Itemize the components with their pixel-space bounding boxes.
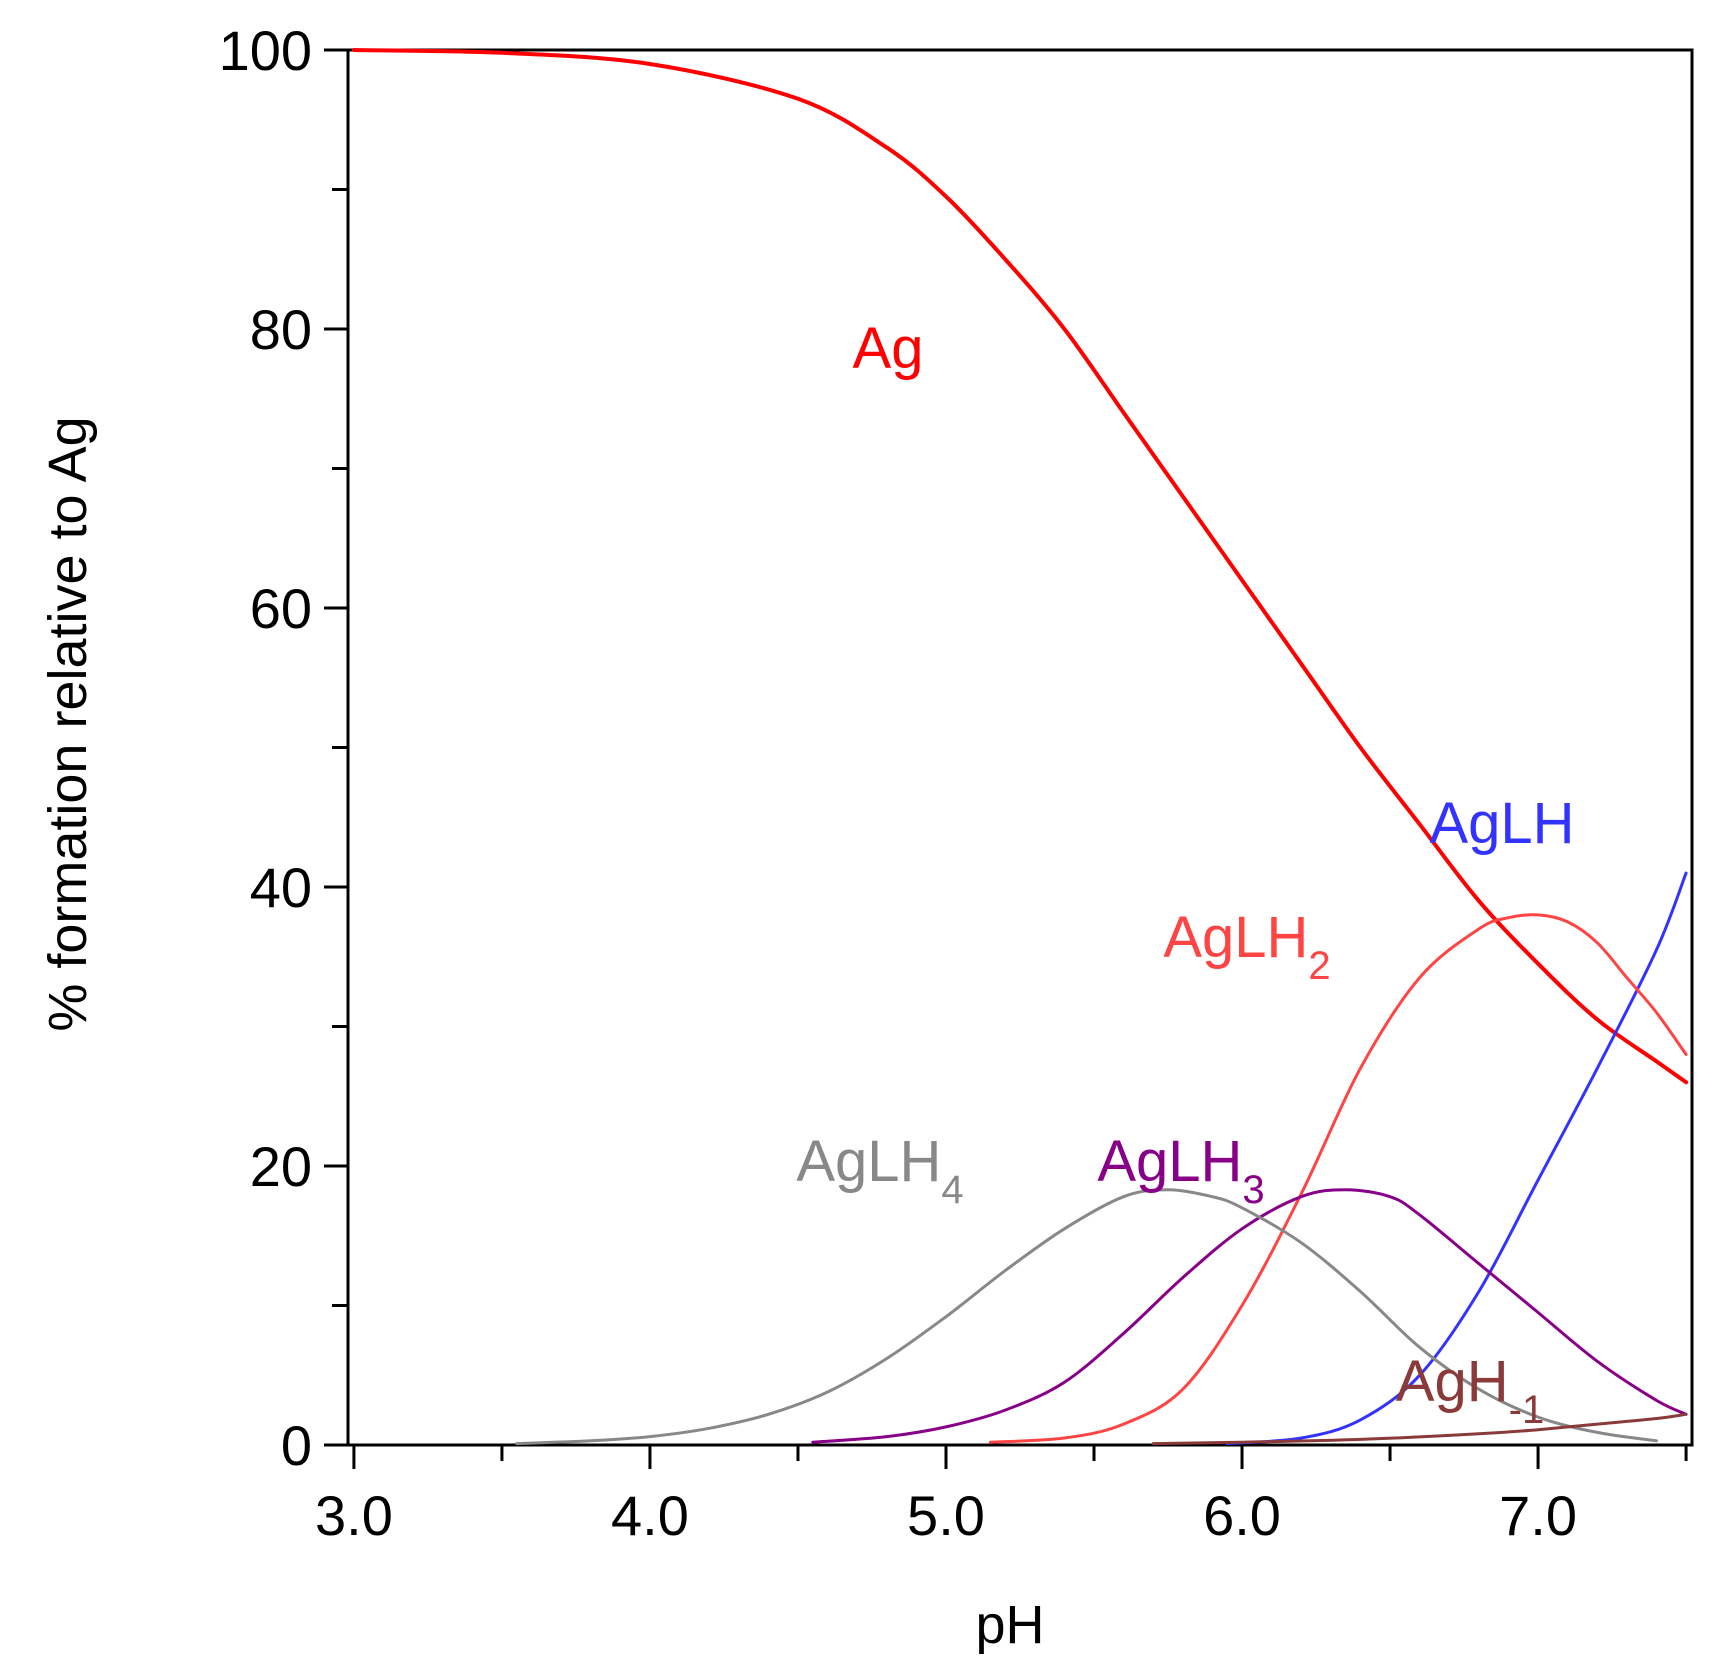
- series-label-subscript: 2: [1308, 944, 1330, 988]
- x-axis-title: pH: [975, 1595, 1044, 1655]
- series-label-main: AgLH: [1163, 905, 1308, 970]
- y-tick-label: 40: [250, 856, 312, 919]
- series-label-main: Ag: [853, 316, 924, 381]
- series-label-agh-1: AgH-1: [1396, 1349, 1544, 1432]
- y-tick-label: 20: [250, 1135, 312, 1198]
- series-line-aglh4: [515, 1188, 1658, 1446]
- series-line-agh-1: [1151, 1412, 1688, 1446]
- series-label-subscript: 3: [1242, 1168, 1264, 1212]
- x-tick-label: 3.0: [315, 1484, 393, 1547]
- series-label-aglh: AgLH: [1429, 791, 1574, 856]
- series-label-main: AgH: [1396, 1349, 1509, 1414]
- series-label-main: AgLH: [796, 1129, 941, 1194]
- y-axis: 0 20 40 60 80 100: [219, 19, 348, 1477]
- x-tick-label: 5.0: [907, 1484, 985, 1547]
- series-label-ag: Ag: [853, 316, 924, 381]
- series-line-aglh: [1225, 871, 1688, 1446]
- series-line-aglh3: [811, 1188, 1688, 1444]
- x-tick-label: 4.0: [611, 1484, 689, 1547]
- series-label-aglh2: AgLH2: [1163, 905, 1330, 988]
- series-line-ag: [351, 48, 1689, 1085]
- series-label-aglh4: AgLH4: [796, 1129, 963, 1212]
- y-tick-label: 60: [250, 577, 312, 640]
- series-label-subscript: 4: [941, 1168, 963, 1212]
- y-tick-label: 0: [281, 1414, 312, 1477]
- series-line-aglh2: [988, 913, 1688, 1444]
- y-axis-title: % formation relative to Ag: [38, 416, 98, 1031]
- series-curves: [351, 48, 1689, 1446]
- x-tick-label: 7.0: [1499, 1484, 1577, 1547]
- series-label-subscript: -1: [1509, 1388, 1545, 1432]
- x-axis: 3.0 4.0 5.0 6.0 7.0: [315, 1445, 1688, 1547]
- x-tick-label: 6.0: [1203, 1484, 1281, 1547]
- series-label-main: AgLH: [1097, 1129, 1242, 1194]
- plot-frame: [346, 48, 1694, 1447]
- y-tick-label: 80: [250, 298, 312, 361]
- series-label-aglh3: AgLH3: [1097, 1129, 1264, 1212]
- y-tick-label: 100: [219, 19, 312, 82]
- series-label-main: AgLH: [1429, 791, 1574, 856]
